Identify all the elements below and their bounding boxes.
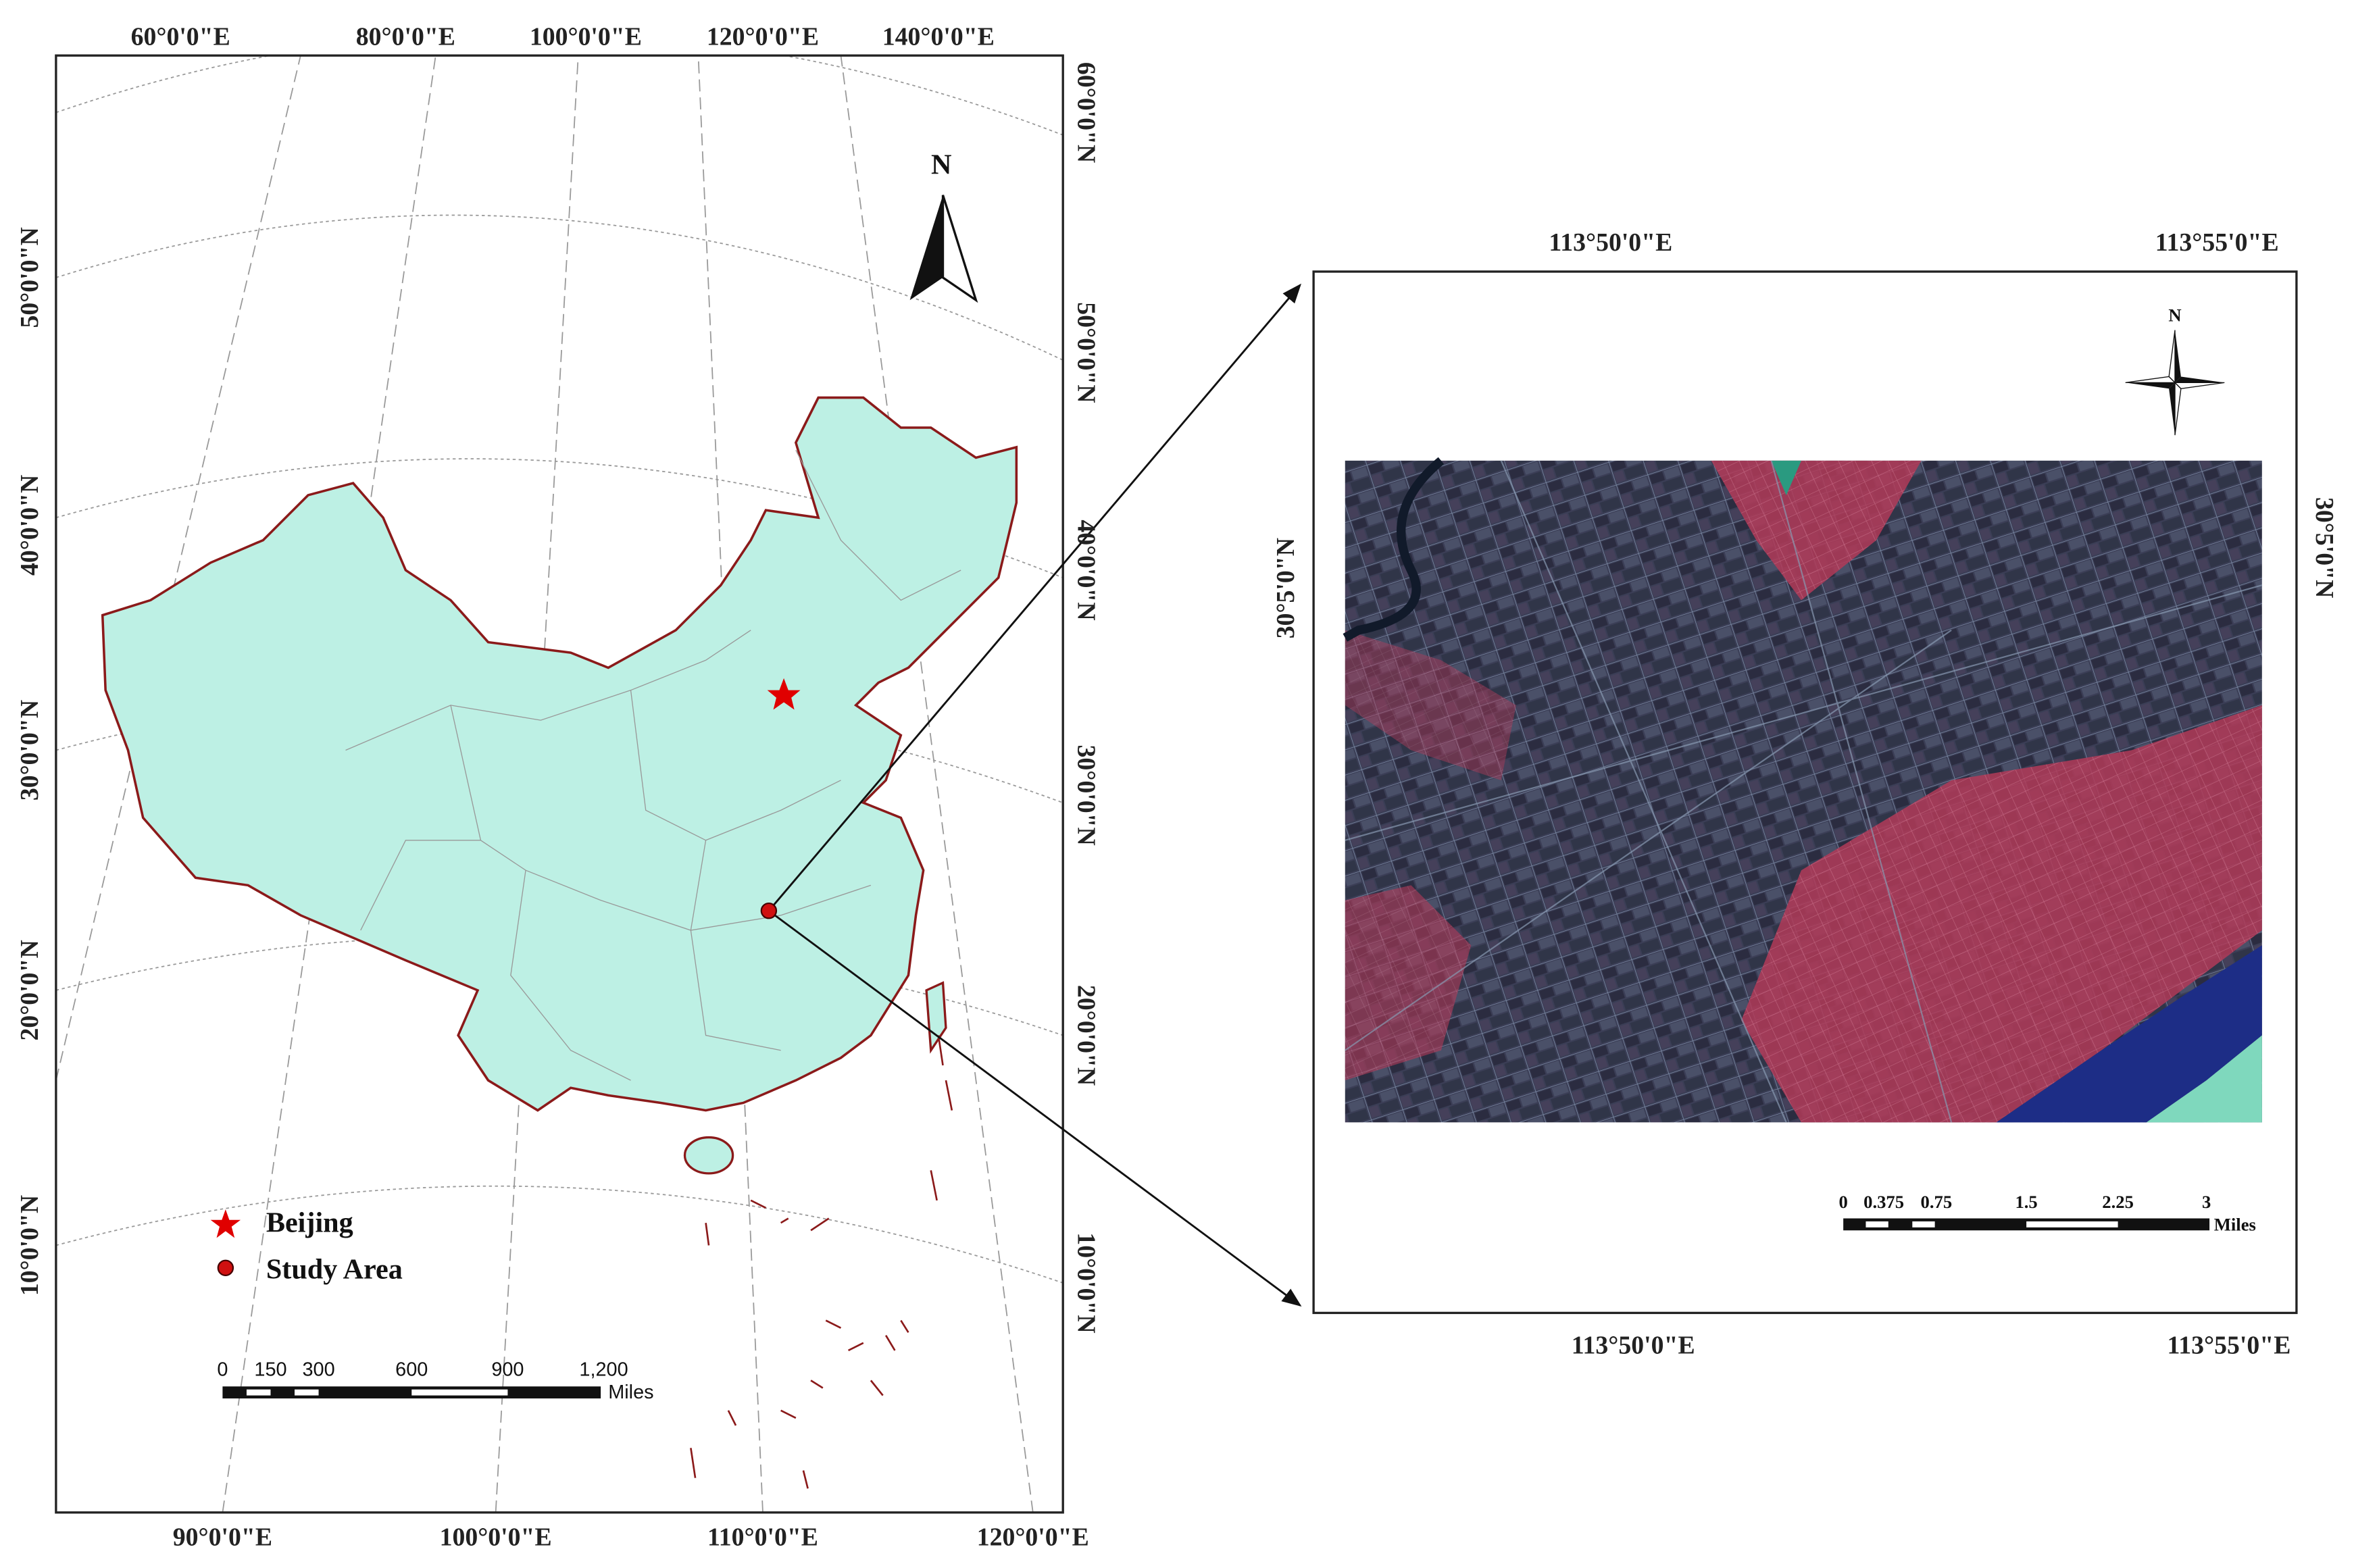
lon-label: 100°0'0"E [530, 23, 642, 51]
north-label: N [931, 149, 951, 181]
lon-label: 120°0'0"E [707, 23, 819, 51]
lon-label: 90°0'0"E [173, 1523, 272, 1552]
hainan [683, 1136, 734, 1175]
map-frame [55, 54, 1064, 1514]
scale-label: 0.75 [1921, 1192, 1953, 1212]
study-area-dot [760, 902, 778, 919]
china-outline [101, 396, 1018, 1112]
scale-label: 3 [2202, 1192, 2211, 1212]
scale-label: 0 [217, 1359, 228, 1381]
province-borders [345, 450, 961, 1081]
lat-label: 40°0'0"N [16, 475, 44, 576]
scale-label: 600 [395, 1359, 428, 1381]
lat-label: 10°0'0"N [16, 1195, 44, 1296]
satellite-image [1343, 457, 2263, 1123]
legend-label: Study Area [266, 1253, 403, 1285]
scale-label: 0.375 [1863, 1192, 1904, 1212]
north-label: N [2168, 305, 2181, 325]
lon-label: 110°0'0"E [707, 1523, 818, 1552]
lat-label: 40°0'0"N [1072, 520, 1100, 620]
lat-label: 30°0'0"N [1072, 745, 1100, 846]
scale-label: 900 [491, 1359, 524, 1381]
legend-label: Beijing [266, 1207, 353, 1238]
lat-label: 20°0'0"N [1072, 985, 1100, 1086]
zoom-line [768, 283, 1301, 912]
beijing-star [767, 678, 801, 710]
scale-unit: Miles [2214, 1214, 2256, 1234]
scale-label: 2.25 [2102, 1192, 2134, 1212]
lat-label: 30°5'0"N [1272, 538, 1300, 638]
zoom-line [768, 910, 1302, 1307]
lat-label: 30°5'0"N [2310, 497, 2338, 598]
lat-label: 60°0'0"N [1072, 62, 1100, 163]
legend-star [210, 1209, 241, 1238]
scale-label: 1,200 [579, 1359, 628, 1381]
north-arrow: N [909, 149, 978, 303]
scale-bar [222, 1386, 601, 1399]
lat-label: 50°0'0"N [1072, 302, 1100, 403]
south-sea-islands [690, 1035, 953, 1489]
lon-label: 113°55'0"E [2155, 228, 2279, 257]
scale-label: 300 [302, 1359, 334, 1381]
scale-label: 150 [254, 1359, 286, 1381]
lon-label: 100°0'0"E [440, 1523, 552, 1552]
lon-label: 80°0'0"E [356, 23, 455, 51]
lon-label: 113°50'0"E [1572, 1331, 1695, 1359]
lat-label: 20°0'0"N [16, 940, 44, 1040]
lat-label: 50°0'0"N [16, 227, 44, 328]
lon-label: 113°55'0"E [2168, 1331, 2291, 1359]
lat-label: 30°0'0"N [16, 700, 44, 801]
scale-label: 1.5 [2015, 1192, 2037, 1212]
lon-label: 60°0'0"E [131, 23, 230, 51]
legend-dot [217, 1259, 234, 1277]
lat-label: 10°0'0"N [1072, 1232, 1100, 1333]
lon-label: 140°0'0"E [882, 23, 995, 51]
compass [2125, 330, 2225, 436]
lon-label: 120°0'0"E [977, 1523, 1089, 1552]
scale-unit: Miles [608, 1382, 653, 1403]
lon-label: 113°50'0"E [1549, 228, 1672, 257]
scale-label: 0 [1838, 1192, 1847, 1212]
scale-bar [1843, 1218, 2210, 1231]
